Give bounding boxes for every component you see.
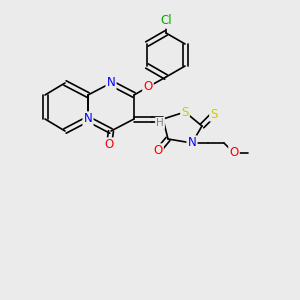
Text: S: S bbox=[210, 107, 218, 121]
Text: Cl: Cl bbox=[160, 14, 172, 28]
Text: O: O bbox=[153, 145, 163, 158]
Text: H: H bbox=[156, 118, 164, 128]
Text: O: O bbox=[230, 146, 238, 160]
Text: N: N bbox=[188, 136, 196, 149]
Text: N: N bbox=[84, 112, 92, 125]
Text: O: O bbox=[143, 80, 153, 94]
Text: N: N bbox=[106, 76, 116, 89]
Text: O: O bbox=[104, 139, 114, 152]
Text: S: S bbox=[181, 106, 189, 118]
